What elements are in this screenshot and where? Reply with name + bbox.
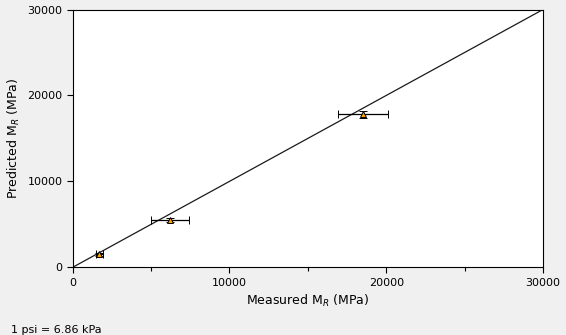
Text: 1 psi = 6.86 kPa: 1 psi = 6.86 kPa (11, 325, 102, 335)
Y-axis label: Predicted M$_R$ (MPa): Predicted M$_R$ (MPa) (6, 78, 22, 199)
X-axis label: Measured M$_R$ (MPa): Measured M$_R$ (MPa) (246, 293, 370, 309)
